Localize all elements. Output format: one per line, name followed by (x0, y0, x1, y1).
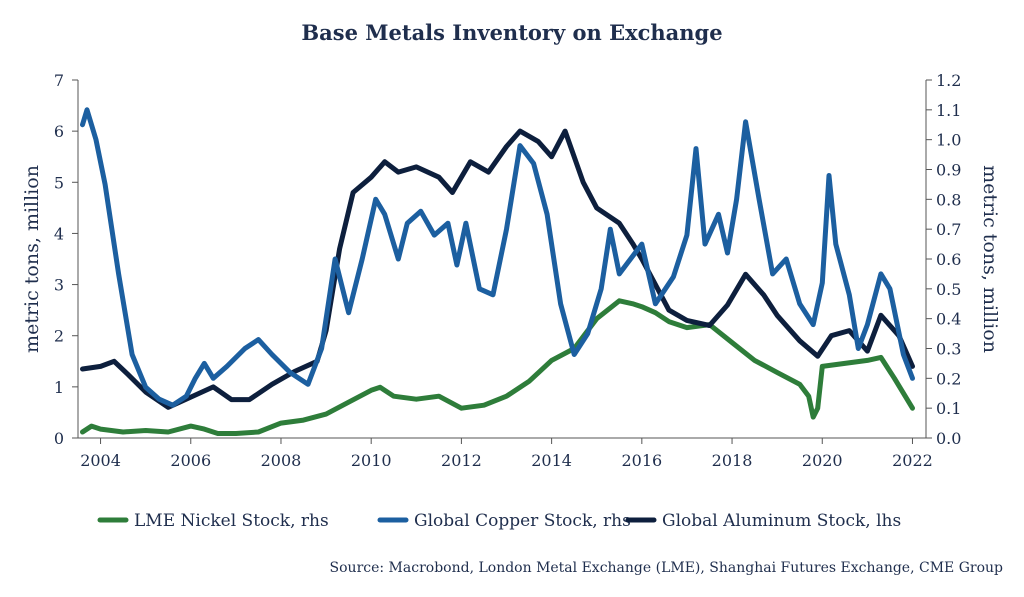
right-tick-label: 1.2 (936, 71, 961, 90)
series-line-aluminum (80, 128, 915, 410)
left-tick-label: 7 (54, 71, 64, 90)
x-ticks: 2004 2006 2008 2010 2012 2014 2016 2018 2020 2022 (80, 438, 933, 470)
right-axis-label: metric tons, million (979, 165, 1001, 353)
legend-label: Global Copper Stock, rhs (414, 511, 631, 531)
series-group (80, 107, 915, 436)
right-tick-label: 0.5 (936, 280, 961, 299)
right-tick-label: 0.3 (936, 340, 961, 359)
left-tick-label: 5 (54, 173, 64, 192)
x-tick-label: 2022 (892, 451, 933, 470)
series-line-copper (80, 107, 915, 408)
legend-label: Global Aluminum Stock, lhs (662, 511, 901, 531)
x-tick-label: 2004 (80, 451, 121, 470)
right-tick-label: 0.2 (936, 369, 961, 388)
chart-title: Base Metals Inventory on Exchange (301, 20, 722, 45)
right-tick-label: 0.8 (936, 190, 961, 209)
legend-label: LME Nickel Stock, rhs (134, 511, 329, 531)
x-tick-label: 2016 (621, 451, 662, 470)
x-tick-label: 2018 (712, 451, 753, 470)
left-tick-label: 3 (54, 276, 64, 295)
x-tick-label: 2020 (802, 451, 843, 470)
x-tick-label: 2006 (170, 451, 211, 470)
left-axis-label: metric tons, million (21, 165, 43, 353)
right-tick-label: 0.9 (936, 161, 961, 180)
right-tick-label: 0.7 (936, 220, 961, 239)
x-tick-label: 2008 (261, 451, 302, 470)
series-line-nickel (80, 298, 915, 436)
left-y-ticks: 0 1 2 3 4 5 6 7 (54, 71, 78, 448)
x-tick-label: 2014 (531, 451, 572, 470)
legend: LME Nickel Stock, rhs Global Copper Stock… (97, 511, 901, 531)
right-tick-label: 0.0 (936, 429, 961, 448)
right-y-ticks: 0.0 0.1 0.2 0.3 0.4 0.5 0.6 0.7 0.8 0.9 1.0 1.1 1.2 (926, 71, 961, 448)
right-tick-label: 0.1 (936, 399, 961, 418)
right-tick-label: 0.4 (936, 310, 961, 329)
left-tick-label: 4 (54, 224, 64, 243)
x-tick-label: 2010 (351, 451, 392, 470)
left-tick-label: 2 (54, 327, 64, 346)
right-tick-label: 1.0 (936, 131, 961, 150)
left-tick-label: 1 (54, 378, 64, 397)
right-tick-label: 1.1 (936, 101, 961, 120)
left-tick-label: 0 (54, 429, 64, 448)
right-tick-label: 0.6 (936, 250, 961, 269)
x-tick-label: 2012 (441, 451, 482, 470)
source-note: Source: Macrobond, London Metal Exchange… (330, 560, 1003, 576)
left-tick-label: 6 (54, 122, 64, 141)
